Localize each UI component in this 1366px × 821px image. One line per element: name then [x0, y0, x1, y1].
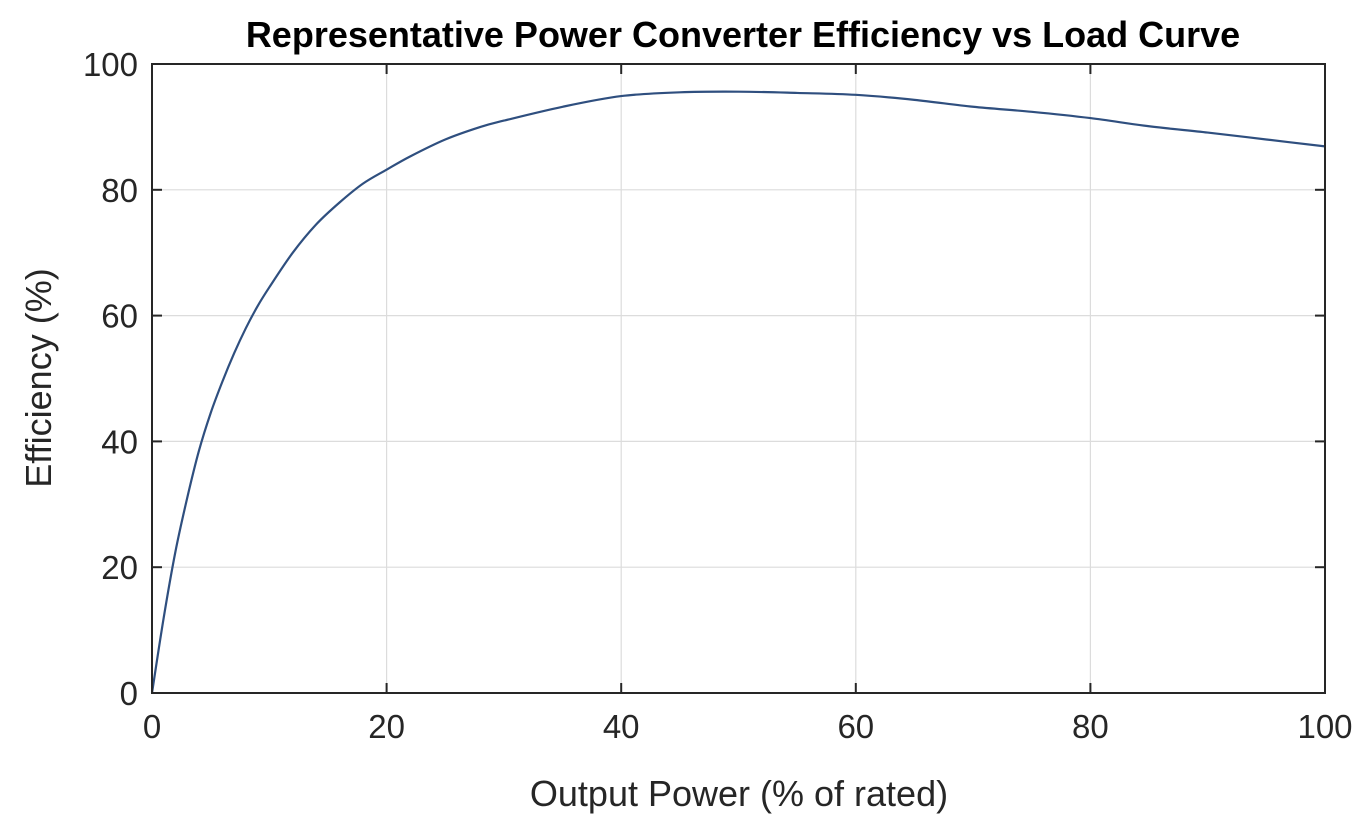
efficiency-curve: [150, 90, 1326, 694]
y-tick-label: 0: [120, 675, 138, 712]
plot-frame: [151, 63, 1326, 694]
x-tick-label: 100: [1297, 708, 1352, 745]
y-tick-label: 40: [101, 423, 138, 460]
x-tick-label: 0: [143, 708, 161, 745]
x-tick-label: 20: [368, 708, 405, 745]
axes-layer: [151, 63, 1326, 694]
x-tick-label: 40: [603, 708, 640, 745]
chart-title: Representative Power Converter Efficienc…: [246, 14, 1240, 55]
grid-layer: [152, 64, 1325, 693]
x-axis-label: Output Power (% of rated): [530, 773, 948, 814]
y-tick-label: 60: [101, 298, 138, 335]
series-layer: [150, 90, 1326, 694]
x-tick-label: 80: [1072, 708, 1109, 745]
y-axis-label: Efficiency (%): [18, 268, 59, 487]
x-tick-label: 60: [837, 708, 874, 745]
y-tick-label: 20: [101, 549, 138, 586]
y-tick-label: 100: [83, 46, 138, 83]
y-tick-label: 80: [101, 172, 138, 209]
ticks-layer: 0 20 40 60 80 100 0 20 40 60 80 100: [83, 46, 1353, 745]
